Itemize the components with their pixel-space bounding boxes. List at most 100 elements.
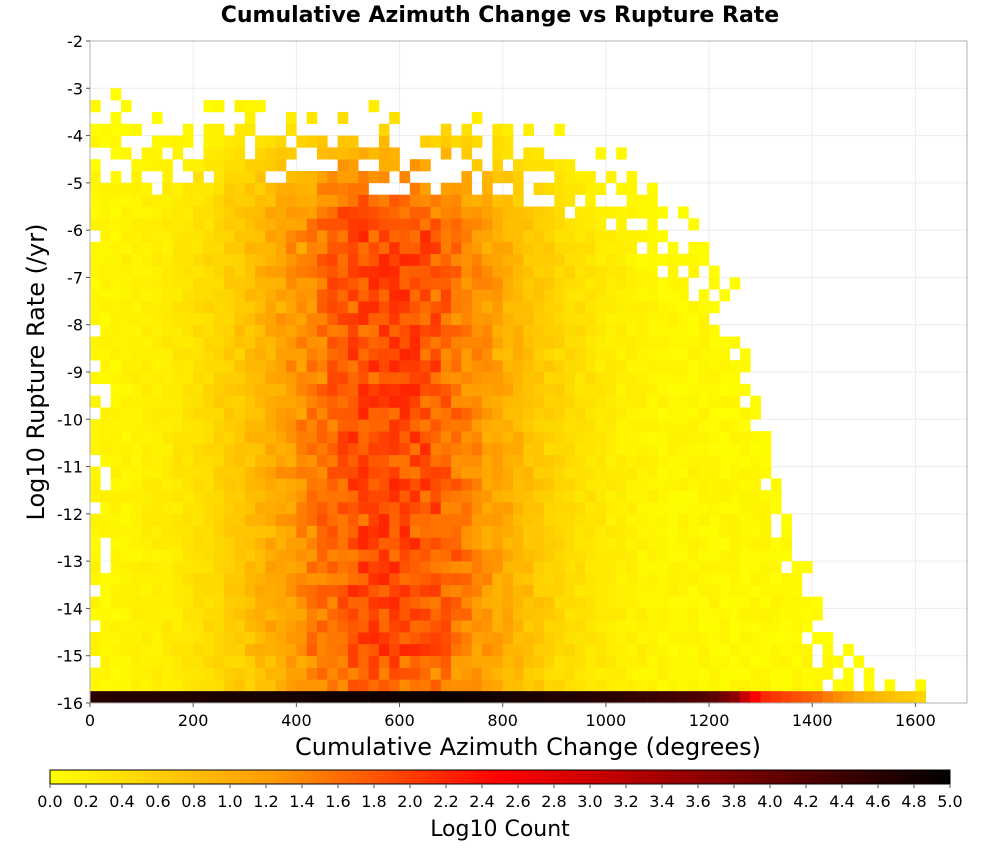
heatmap-cell bbox=[265, 608, 277, 621]
heatmap-cell bbox=[554, 667, 565, 680]
heatmap-cell bbox=[440, 324, 452, 337]
heatmap-cell bbox=[430, 608, 442, 621]
heatmap-cell bbox=[616, 572, 627, 586]
heatmap-cell bbox=[286, 395, 297, 408]
heatmap-cell bbox=[667, 289, 679, 302]
heatmap-cell bbox=[203, 277, 215, 290]
heatmap-cell bbox=[585, 218, 596, 231]
heatmap-cell bbox=[440, 182, 452, 195]
heatmap-cell bbox=[791, 608, 803, 621]
heatmap-cell bbox=[647, 655, 658, 668]
heatmap-cell bbox=[172, 549, 184, 562]
heatmap-cell bbox=[193, 230, 204, 243]
heatmap-cell bbox=[471, 407, 483, 420]
heatmap-cell bbox=[172, 395, 184, 408]
heatmap-cell bbox=[729, 596, 741, 609]
heatmap-cell bbox=[255, 513, 266, 526]
heatmap-cell bbox=[213, 454, 225, 467]
colorbar-tick-label: 3.6 bbox=[685, 792, 710, 811]
heatmap-cell bbox=[151, 502, 163, 515]
heatmap-cell bbox=[688, 655, 700, 668]
heatmap-cell bbox=[203, 643, 215, 657]
heatmap-cell bbox=[647, 241, 658, 255]
heatmap-cell bbox=[378, 395, 390, 408]
heatmap-cell bbox=[337, 549, 349, 562]
heatmap-cell bbox=[564, 584, 576, 597]
heatmap-cell bbox=[554, 643, 565, 657]
heatmap-cell bbox=[688, 312, 700, 326]
heatmap-cell bbox=[616, 525, 627, 538]
heatmap-cell bbox=[213, 253, 225, 266]
heatmap-cell bbox=[131, 312, 142, 326]
heatmap-cell bbox=[286, 336, 297, 349]
heatmap-cell bbox=[585, 490, 596, 503]
heatmap-cell bbox=[182, 620, 194, 633]
heatmap-cell bbox=[378, 454, 390, 467]
heatmap-cell bbox=[100, 348, 111, 361]
heatmap-cell bbox=[760, 502, 772, 515]
heatmap-cell bbox=[533, 691, 545, 704]
heatmap-cell bbox=[368, 383, 380, 396]
heatmap-cell bbox=[265, 147, 277, 160]
heatmap-cell bbox=[657, 360, 669, 373]
heatmap-cell bbox=[327, 182, 338, 195]
heatmap-cell bbox=[791, 691, 803, 704]
heatmap-cell bbox=[770, 502, 782, 515]
heatmap-cell bbox=[399, 667, 411, 680]
heatmap-cell bbox=[605, 513, 617, 526]
heatmap-cell bbox=[729, 513, 741, 526]
heatmap-cell bbox=[523, 679, 534, 692]
heatmap-cell bbox=[244, 502, 256, 515]
heatmap-cell bbox=[667, 383, 679, 396]
heatmap-cell bbox=[244, 608, 256, 621]
heatmap-cell bbox=[327, 431, 338, 444]
heatmap-cell bbox=[502, 655, 514, 668]
heatmap-cell bbox=[502, 206, 514, 219]
heatmap-cell bbox=[296, 502, 307, 515]
heatmap-cell bbox=[647, 336, 658, 349]
heatmap-cell bbox=[719, 643, 730, 657]
heatmap-cell bbox=[162, 655, 173, 668]
heatmap-cell bbox=[265, 431, 277, 444]
heatmap-cell bbox=[337, 230, 349, 243]
heatmap-cell bbox=[265, 277, 277, 290]
heatmap-cell bbox=[224, 466, 235, 479]
heatmap-cell bbox=[554, 513, 565, 526]
heatmap-cell bbox=[224, 312, 235, 326]
heatmap-cell bbox=[347, 679, 359, 692]
heatmap-cell bbox=[502, 632, 514, 645]
heatmap-cell bbox=[296, 620, 307, 633]
heatmap-cell bbox=[358, 431, 369, 444]
heatmap-cell bbox=[523, 525, 534, 538]
y-axis-label: Log10 Rupture Rate (/yr) bbox=[22, 224, 50, 521]
heatmap-cell bbox=[327, 194, 338, 207]
heatmap-cell bbox=[409, 561, 421, 574]
heatmap-cell bbox=[203, 360, 215, 373]
heatmap-cell bbox=[554, 241, 565, 255]
heatmap-cell bbox=[471, 194, 483, 207]
heatmap-cell bbox=[564, 620, 576, 633]
colorbar-tick-label: 1.2 bbox=[253, 792, 278, 811]
heatmap-cell bbox=[420, 442, 431, 456]
heatmap-cell bbox=[337, 572, 349, 586]
heatmap-cell bbox=[420, 289, 431, 302]
heatmap-cell bbox=[585, 502, 596, 515]
heatmap-cell bbox=[430, 395, 442, 408]
heatmap-cell bbox=[151, 466, 163, 479]
heatmap-cell bbox=[647, 301, 658, 314]
heatmap-cell bbox=[709, 490, 720, 503]
heatmap-cell bbox=[461, 253, 473, 266]
heatmap-cell bbox=[482, 312, 493, 326]
heatmap-cell bbox=[193, 620, 204, 633]
heatmap-cell bbox=[275, 584, 287, 597]
heatmap-cell bbox=[399, 478, 411, 491]
heatmap-cell bbox=[368, 655, 380, 668]
heatmap-cell bbox=[110, 301, 122, 314]
heatmap-cell bbox=[286, 182, 297, 195]
heatmap-cell bbox=[306, 572, 318, 586]
heatmap-cell bbox=[141, 572, 153, 586]
heatmap-cell bbox=[255, 360, 266, 373]
heatmap-cell bbox=[523, 620, 534, 633]
heatmap-cell bbox=[193, 466, 204, 479]
heatmap-cell bbox=[719, 584, 730, 597]
